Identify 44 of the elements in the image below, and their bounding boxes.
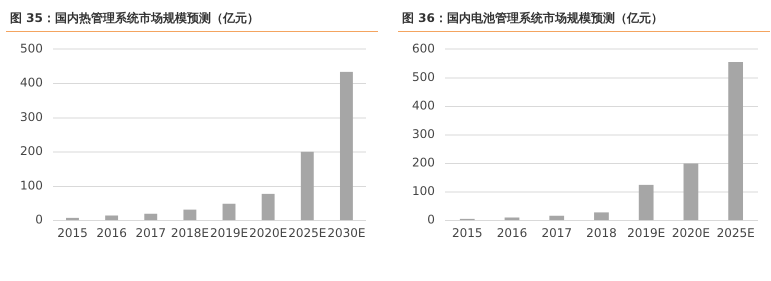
x-tick-label: 2016 — [496, 226, 528, 240]
x-tick-label: 2025E — [288, 226, 326, 240]
bar — [728, 62, 744, 220]
x-tick-label: 2017 — [541, 226, 572, 240]
bar — [504, 217, 520, 220]
bar — [594, 212, 609, 220]
x-tick-label: 2017 — [135, 226, 166, 240]
x-tick-label: 2020E — [249, 226, 288, 240]
chart-title: 图 35：国内热管理系统市场规模预测（亿元） — [6, 6, 378, 32]
bar — [549, 216, 564, 220]
bar — [340, 72, 353, 220]
bar — [638, 184, 654, 220]
y-tick-label: 0 — [427, 212, 435, 227]
y-tick-label: 100 — [20, 178, 43, 192]
y-tick-label: 600 — [412, 41, 435, 56]
bar — [300, 152, 314, 220]
y-tick-label: 400 — [20, 76, 43, 90]
y-tick-label: 300 — [412, 127, 435, 142]
x-tick-label: 2030E — [327, 226, 366, 240]
x-tick-label: 2019E — [210, 226, 248, 240]
x-tick-label: 2016 — [96, 226, 127, 240]
bar — [66, 218, 79, 220]
y-tick-label: 500 — [412, 70, 435, 84]
x-tick-label: 2018 — [586, 226, 617, 240]
bar — [262, 194, 275, 220]
x-tick-label: 2018E — [170, 226, 209, 240]
bar — [684, 163, 698, 220]
bar — [144, 214, 158, 220]
y-tick-label: 0 — [35, 212, 43, 227]
y-tick-label: 100 — [412, 184, 435, 198]
x-tick-label: 2015 — [452, 226, 483, 240]
y-tick-label: 400 — [412, 98, 435, 112]
bar — [222, 204, 236, 220]
y-tick-label: 200 — [412, 156, 435, 170]
bar — [183, 210, 196, 220]
x-tick-label: 2019E — [627, 226, 666, 240]
x-tick-label: 2025E — [716, 226, 755, 240]
y-tick-label: 300 — [20, 110, 43, 124]
x-tick-label: 2015 — [57, 226, 88, 240]
y-tick-label: 200 — [20, 144, 43, 158]
bar — [105, 215, 118, 220]
chart-title: 图 36：国内电池管理系统市场规模预测（亿元） — [398, 6, 770, 32]
y-tick-label: 500 — [20, 41, 43, 56]
x-tick-label: 2020E — [672, 226, 710, 240]
